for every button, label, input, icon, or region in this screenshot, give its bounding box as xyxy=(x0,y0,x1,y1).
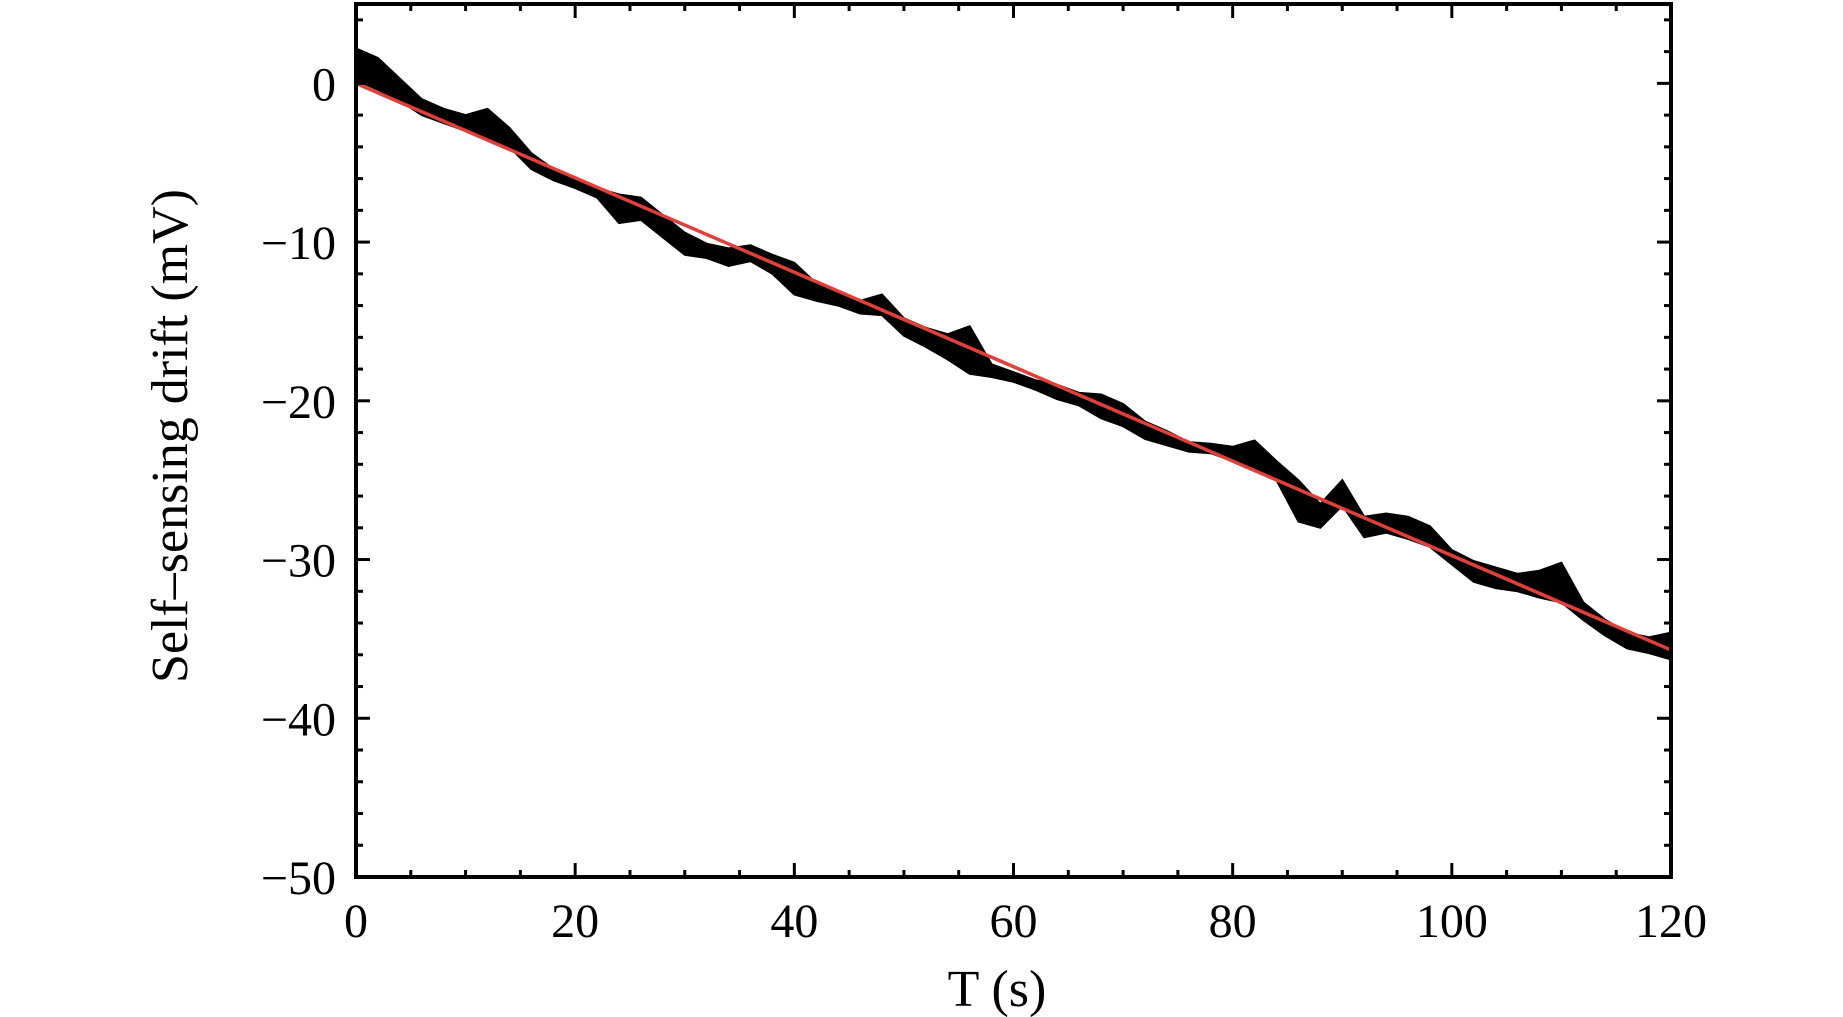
measured-point xyxy=(1165,436,1169,440)
measured-point xyxy=(990,369,994,373)
measured-point xyxy=(1275,469,1278,473)
measured-point xyxy=(1055,390,1059,394)
measured-point xyxy=(1428,535,1432,539)
measured-point xyxy=(1318,514,1322,518)
measured-point xyxy=(1603,626,1607,630)
measured-point xyxy=(683,242,687,246)
measured-point xyxy=(1253,452,1257,456)
x-tick-label: 120 xyxy=(1635,895,1707,948)
measured-point xyxy=(486,123,489,127)
measured-point xyxy=(1362,525,1366,529)
y-tick-label: 0 xyxy=(312,58,336,111)
y-tick-label: −20 xyxy=(261,376,336,429)
measured-point xyxy=(814,290,818,294)
measured-point xyxy=(1559,581,1563,585)
measured-point xyxy=(1406,526,1410,530)
measured-point xyxy=(902,325,906,329)
measured-point xyxy=(376,72,380,76)
measured-point xyxy=(551,173,555,177)
measured-point xyxy=(1494,576,1498,580)
y-axis-title: Self–sensing drift (mV) xyxy=(142,189,199,683)
plot-series-group xyxy=(356,47,1671,661)
measured-point xyxy=(420,105,424,109)
measured-point xyxy=(398,88,402,92)
measured-drift-band xyxy=(356,47,1671,661)
y-tick-label: −10 xyxy=(261,217,336,270)
measured-point xyxy=(595,191,599,195)
measured-point xyxy=(1033,383,1037,387)
measured-point xyxy=(858,305,862,309)
measured-point xyxy=(792,277,796,281)
x-tick-label: 60 xyxy=(990,895,1038,948)
measured-point xyxy=(1077,397,1081,401)
measured-point xyxy=(1647,643,1651,647)
linear-fit-line xyxy=(356,81,1671,652)
measured-point xyxy=(617,207,621,211)
measured-point xyxy=(836,296,840,300)
measured-point xyxy=(705,249,709,253)
measured-point xyxy=(1187,445,1191,449)
x-tick-label: 80 xyxy=(1209,895,1257,948)
measured-point xyxy=(727,255,731,259)
measured-point xyxy=(1209,446,1213,450)
measured-point xyxy=(507,135,511,139)
y-tick-label: −50 xyxy=(261,852,336,905)
x-tick-label: 100 xyxy=(1416,895,1488,948)
measured-point xyxy=(661,224,665,228)
measured-point xyxy=(1384,521,1388,525)
measured-point xyxy=(464,121,468,125)
measured-point xyxy=(1340,491,1344,495)
plot-frame xyxy=(354,2,1673,879)
measured-point xyxy=(1625,638,1629,642)
measured-point xyxy=(1538,582,1541,586)
y-tick-label: −40 xyxy=(261,693,336,746)
measured-point xyxy=(573,181,577,185)
x-tick-label: 20 xyxy=(551,895,599,948)
x-axis-title: T (s) xyxy=(948,961,1047,1017)
measured-point xyxy=(880,303,884,307)
measured-point xyxy=(1012,375,1015,379)
measured-point xyxy=(442,114,446,118)
measured-point xyxy=(1231,452,1235,456)
x-tick-label: 40 xyxy=(770,895,818,948)
measured-point xyxy=(946,345,950,349)
x-tick-label: 0 xyxy=(344,895,368,948)
measured-point xyxy=(1296,499,1300,503)
measured-point xyxy=(1472,569,1476,573)
measured-point xyxy=(924,335,928,339)
measured-point xyxy=(1143,428,1147,432)
y-tick-label: −30 xyxy=(261,535,336,588)
